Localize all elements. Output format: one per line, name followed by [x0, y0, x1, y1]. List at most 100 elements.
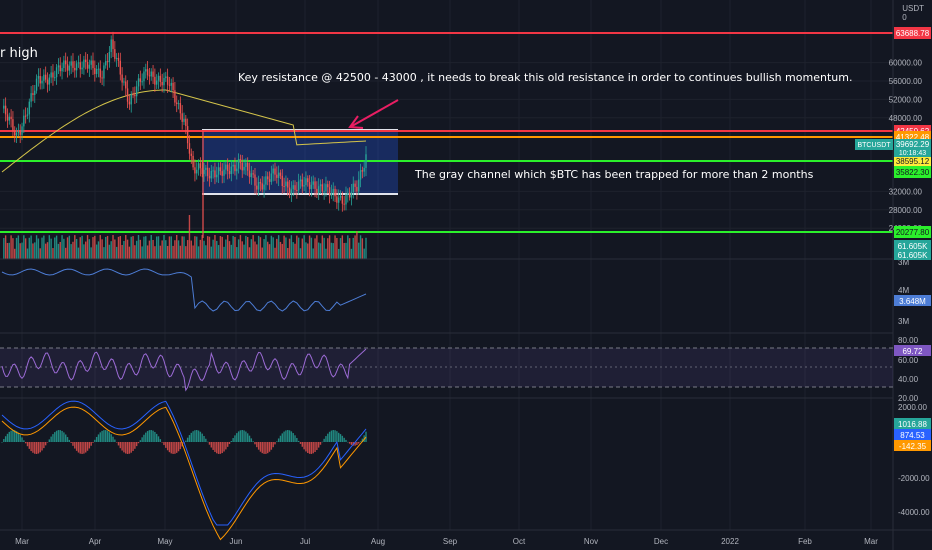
- macd-hist-bar: [161, 442, 163, 443]
- candle-body: [163, 77, 165, 86]
- volume-bar: [321, 235, 324, 259]
- volume-bar: [15, 237, 18, 259]
- candle-body: [297, 181, 300, 191]
- macd-hist-bar: [308, 442, 311, 454]
- level-tag-label: 35822.30: [896, 168, 930, 177]
- volume-bar: [299, 248, 302, 259]
- candle-body: [4, 105, 7, 115]
- volume-bar: [288, 238, 291, 259]
- candle-body: [150, 71, 152, 77]
- candle-body: [343, 203, 345, 205]
- volume-bar: [361, 238, 364, 259]
- macd-hist-bar: [205, 438, 207, 442]
- candle-body: [248, 170, 251, 178]
- candle-body: [221, 171, 223, 176]
- volume-bar: [112, 235, 114, 259]
- volume-bar: [70, 244, 72, 259]
- rsi-tick-label: 80.00: [898, 336, 919, 345]
- macd-hist-bar: [70, 442, 72, 443]
- candle-body: [26, 114, 29, 116]
- macd-hist-bar: [197, 430, 200, 442]
- candle-body: [32, 93, 34, 96]
- volume-bar: [250, 239, 253, 259]
- candle-body: [134, 94, 136, 97]
- channel-annotation: The gray channel which $BTC has been tra…: [415, 168, 814, 181]
- candle-body: [276, 174, 278, 178]
- volume-bar: [68, 235, 71, 259]
- candle-body: [245, 162, 247, 167]
- level-tag-label: 20277.80: [896, 228, 930, 237]
- volume-bar: [97, 241, 100, 259]
- macd-tag: [894, 418, 931, 429]
- candle-body: [277, 172, 280, 178]
- volume-bar: [132, 236, 134, 259]
- candle-body: [105, 61, 107, 66]
- rsi-indicator: [0, 347, 893, 392]
- rsi-tick-label: 60.00: [898, 356, 919, 365]
- volume-bar: [179, 245, 182, 259]
- macd-hist-bar: [281, 433, 283, 442]
- macd-hist-bar: [28, 442, 30, 449]
- macd-hist-bar: [119, 442, 121, 449]
- macd-hist-bar: [165, 442, 167, 448]
- macd-tick-label: -4000.00: [898, 508, 930, 517]
- macd-hist-bar: [241, 430, 243, 442]
- candle-body: [128, 101, 131, 105]
- macd-hist-bar: [339, 434, 342, 442]
- macd-hist-bar: [288, 430, 291, 442]
- macd-hist-bar: [101, 430, 103, 442]
- macd-hist-bar: [214, 442, 216, 452]
- volume-bar: [290, 235, 293, 259]
- volume-bar: [137, 235, 140, 259]
- macd-hist-bar: [92, 442, 94, 443]
- volume-bar: [157, 236, 160, 259]
- candle-body: [330, 193, 333, 196]
- macd-hist-bar: [292, 433, 294, 442]
- candle-body: [59, 65, 61, 72]
- macd-hist-bar: [55, 430, 58, 442]
- volume-bar: [197, 246, 200, 259]
- obv-indicator: [1, 268, 367, 312]
- volume-bar: [312, 248, 314, 259]
- macd-hist-bar: [223, 442, 225, 452]
- volume-bar: [236, 247, 238, 259]
- macd-hist-bar: [350, 442, 353, 445]
- macd-hist-bar: [319, 442, 322, 445]
- volume-bar: [354, 235, 356, 259]
- macd-hist-bar: [21, 437, 23, 442]
- candle-body: [188, 143, 191, 154]
- candle-body: [70, 61, 72, 66]
- volume-bar: [10, 235, 12, 259]
- macd-hist-bar: [234, 435, 236, 442]
- candle-body: [267, 176, 269, 180]
- volume-bar: [117, 236, 120, 259]
- candle-body: [143, 71, 145, 82]
- x-tick-label: Dec: [654, 537, 668, 546]
- candle-body: [332, 188, 334, 194]
- macd-hist-bar: [294, 435, 296, 442]
- volume-bar: [168, 236, 171, 259]
- candle-body: [3, 105, 5, 109]
- level-tag-label: 38595.12: [896, 157, 930, 166]
- candle-body: [210, 170, 212, 179]
- x-tick-label: Jun: [230, 537, 243, 546]
- volume-bar: [330, 242, 333, 259]
- macd-hist-bar: [39, 442, 41, 453]
- candle-body: [161, 81, 163, 86]
- price-tick-label: 32000.00: [889, 187, 923, 196]
- macd-hist-bar: [267, 442, 269, 454]
- volume-bar: [186, 240, 189, 259]
- macd-hist-bar: [43, 442, 45, 449]
- macd-hist-bar: [247, 433, 249, 442]
- candle-body: [37, 75, 40, 79]
- macd-hist-bar: [52, 434, 54, 442]
- volume-bar: [77, 247, 80, 259]
- resistance-annotation: Key resistance @ 42500 - 43000 , it need…: [238, 71, 853, 84]
- candle-body: [230, 166, 233, 175]
- candle-body: [308, 182, 311, 190]
- macd-hist-bar: [217, 442, 220, 454]
- volume-bar: [205, 245, 207, 259]
- candle-body: [121, 74, 123, 83]
- candle-body: [239, 158, 242, 163]
